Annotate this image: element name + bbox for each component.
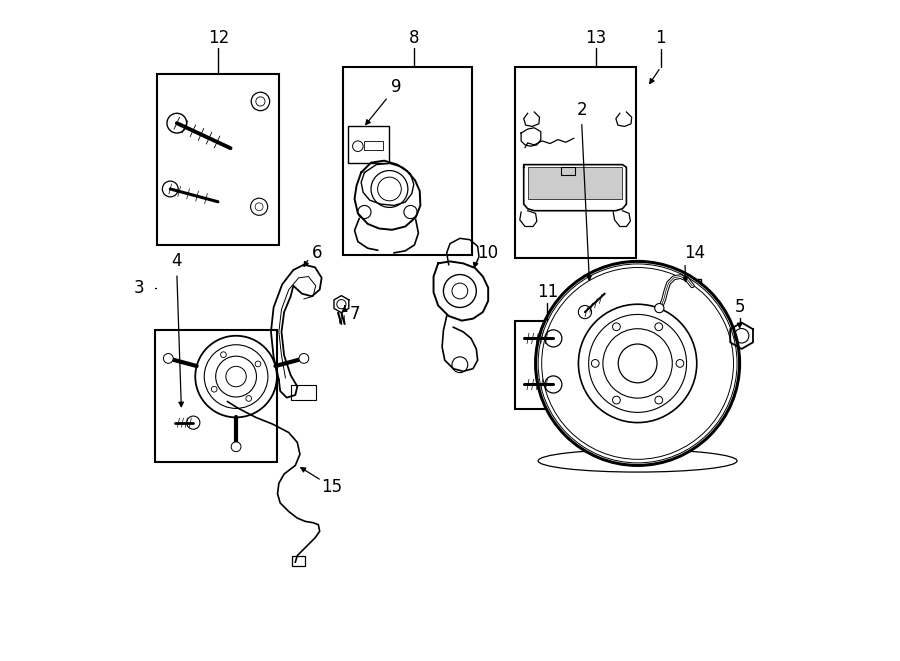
Text: 3: 3: [134, 279, 145, 297]
Circle shape: [231, 442, 241, 451]
Text: 1: 1: [655, 28, 666, 46]
Bar: [155, 330, 277, 462]
Text: 2: 2: [576, 101, 587, 119]
Bar: [515, 321, 579, 409]
Circle shape: [226, 366, 247, 387]
Circle shape: [618, 344, 657, 383]
Text: 5: 5: [734, 299, 745, 317]
Text: 13: 13: [586, 28, 607, 46]
Bar: [158, 74, 279, 245]
Text: 7: 7: [349, 305, 360, 323]
Bar: [344, 67, 472, 254]
Text: 6: 6: [311, 244, 322, 262]
Text: 15: 15: [321, 478, 342, 496]
Bar: [364, 141, 382, 150]
Circle shape: [654, 303, 664, 313]
Text: 10: 10: [478, 244, 499, 262]
Text: 9: 9: [391, 78, 401, 96]
Bar: [688, 279, 701, 290]
Circle shape: [299, 354, 309, 364]
Text: 8: 8: [409, 28, 419, 46]
Text: 14: 14: [684, 244, 706, 262]
Text: 11: 11: [536, 284, 558, 301]
Circle shape: [195, 336, 277, 417]
Circle shape: [536, 261, 740, 465]
Text: 12: 12: [208, 28, 229, 46]
Circle shape: [164, 354, 173, 364]
Bar: [291, 385, 316, 400]
Bar: [527, 167, 623, 199]
Bar: [348, 126, 389, 163]
Bar: [292, 556, 305, 566]
Text: 4: 4: [172, 253, 182, 270]
Bar: [515, 67, 636, 258]
Bar: [561, 167, 575, 175]
Bar: [223, 400, 238, 409]
